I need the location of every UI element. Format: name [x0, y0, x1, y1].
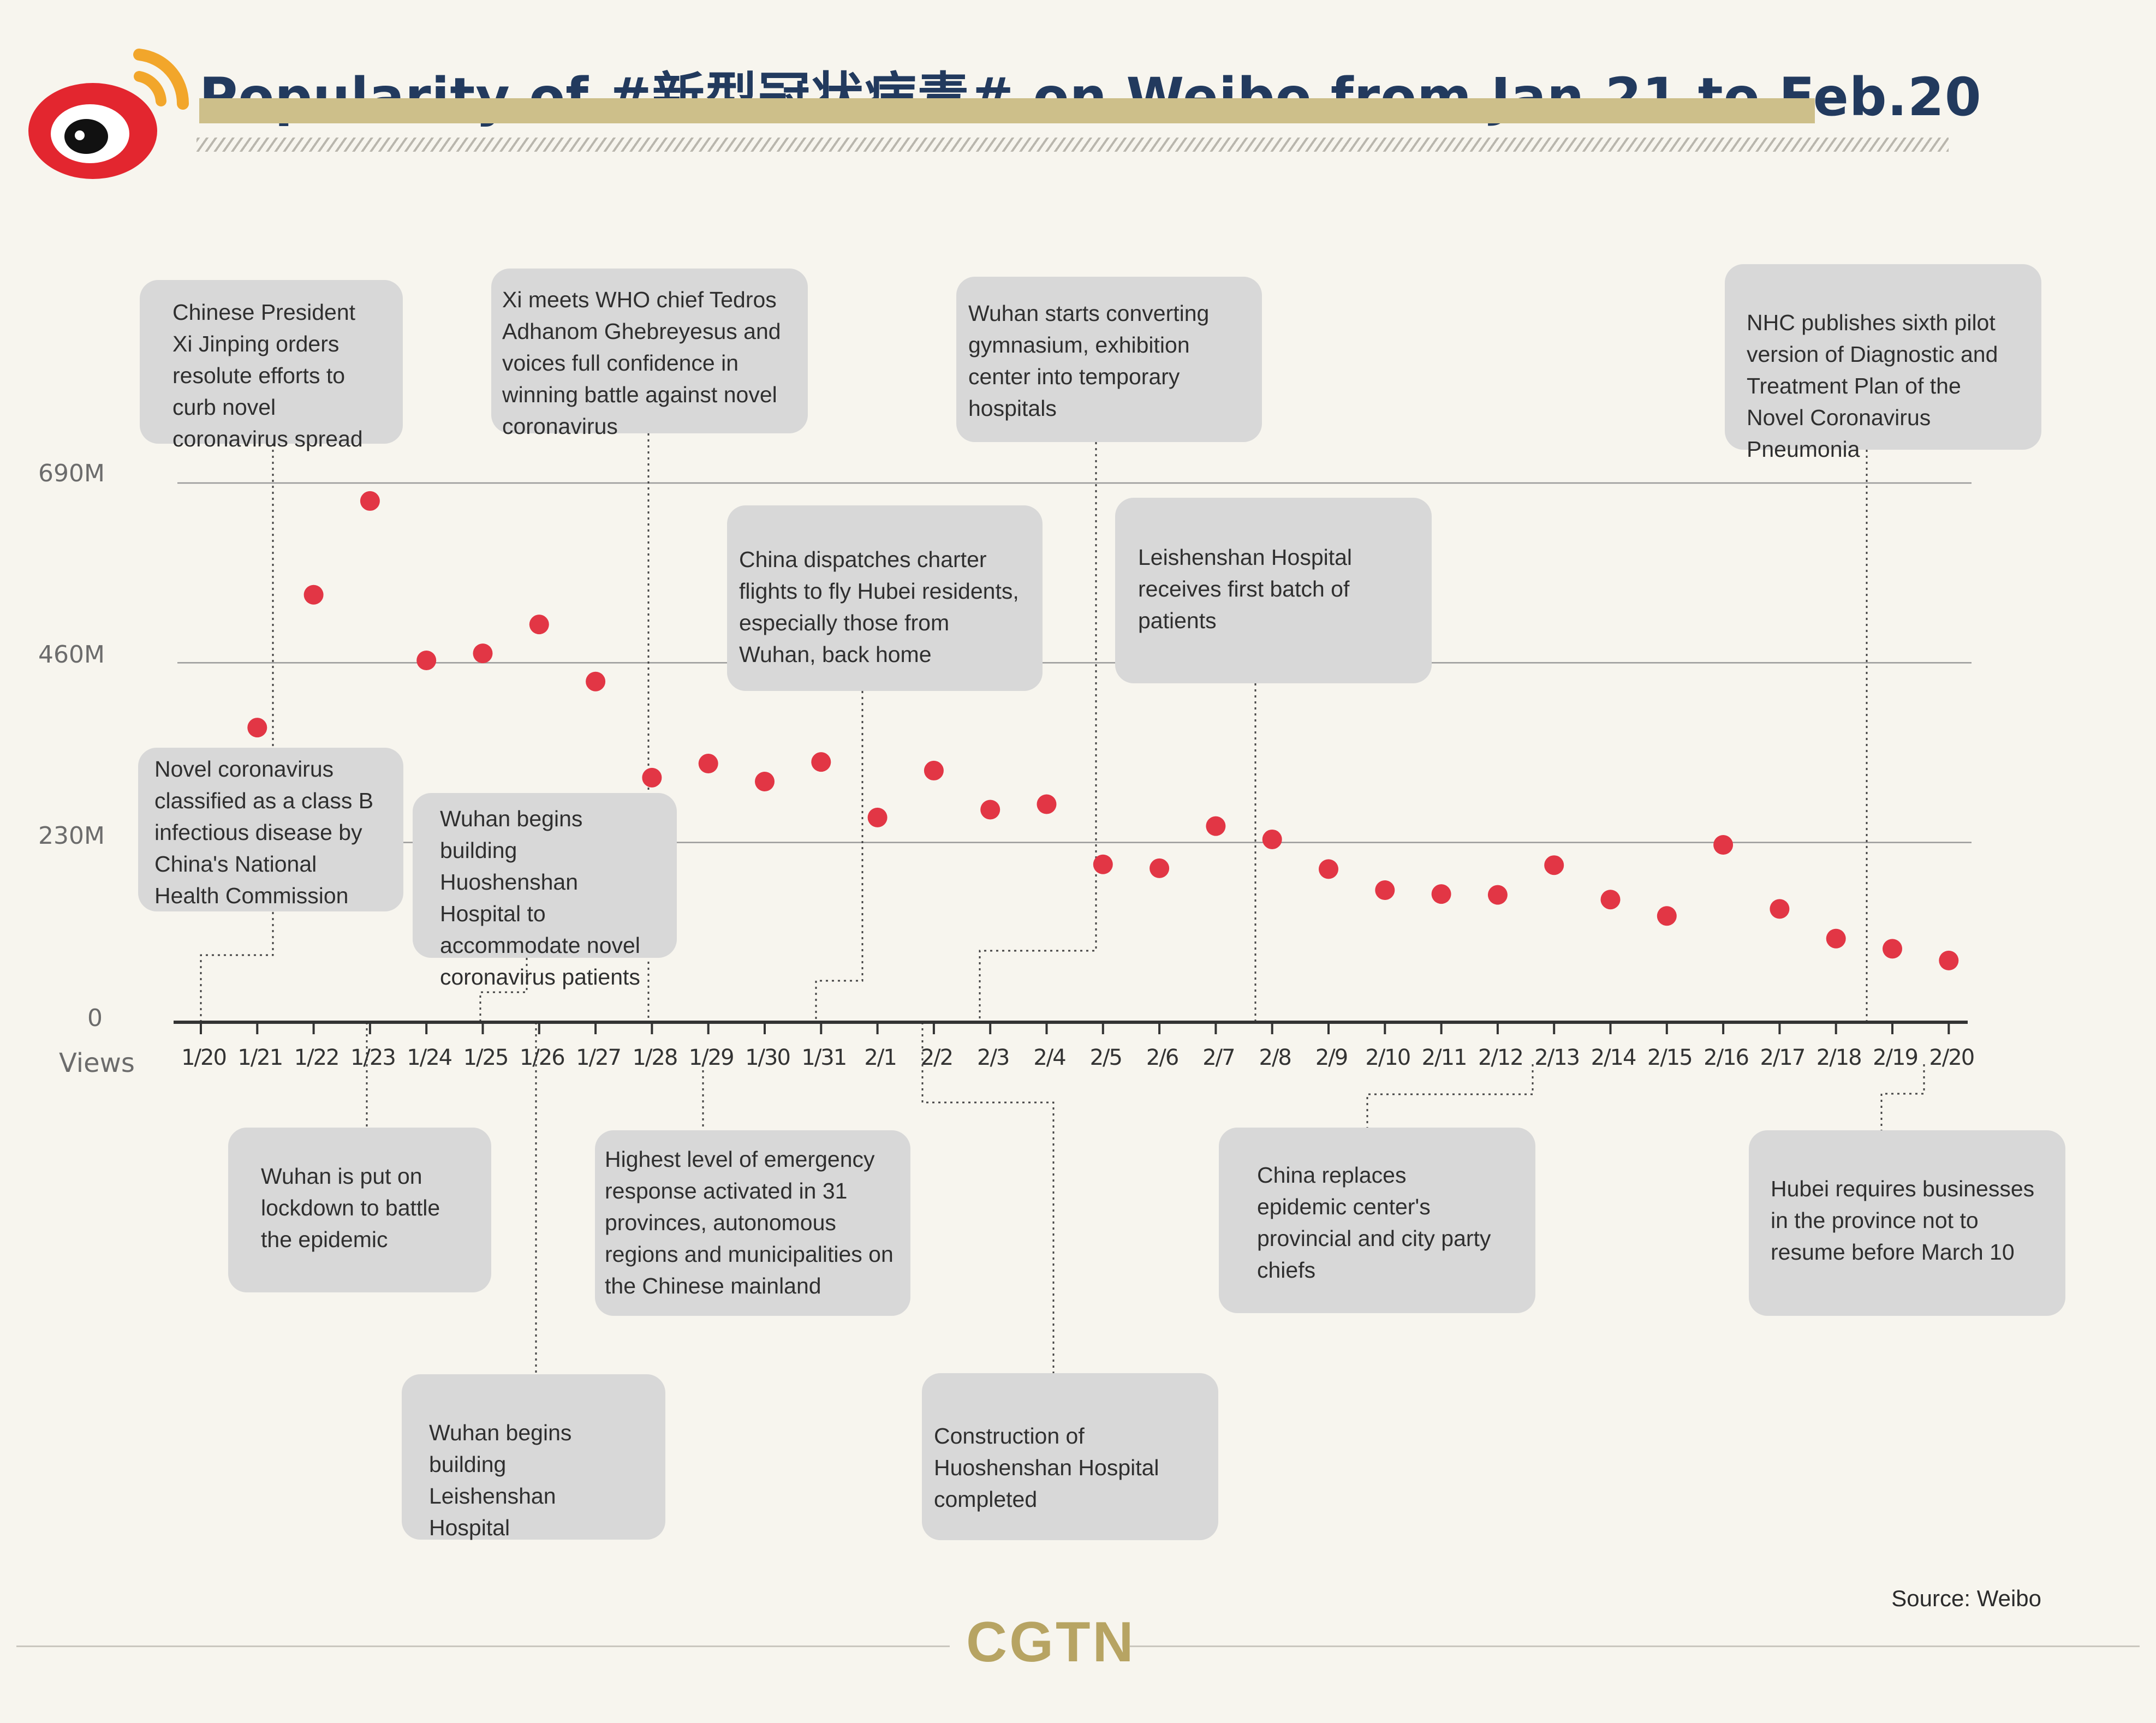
data-point: [1770, 899, 1790, 919]
data-point: [360, 491, 380, 511]
data-point: [1037, 794, 1057, 814]
data-point: [1319, 859, 1338, 879]
data-point: [473, 643, 493, 664]
note-xi-meets-who: Xi meets WHO chief Tedros Adhanom Ghebre…: [491, 269, 808, 439]
note-class-b: Novel coronavirus classified as a class …: [138, 748, 403, 911]
data-point: [1262, 829, 1282, 849]
x-tick-label: 1/23: [350, 1045, 396, 1070]
note-emergency-response: Highest level of emergency response acti…: [595, 1130, 910, 1316]
x-tick-label: 1/22: [294, 1045, 340, 1070]
x-tick-label: 1/31: [801, 1045, 847, 1070]
source-note: Source: Weibo: [1891, 1585, 2041, 1611]
annotation-leader-line: [200, 444, 274, 1022]
x-tick-label: 2/2: [920, 1045, 954, 1070]
note-xi-orders: Chinese President Xi Jinping orders reso…: [140, 280, 403, 451]
note-leishenshan-begins: Wuhan begins building Leishenshan Hospit…: [402, 1374, 665, 1540]
data-point: [1487, 885, 1508, 905]
data-point: [586, 671, 606, 691]
x-tick-label: 2/17: [1760, 1045, 1806, 1070]
note-charter-flights: China dispatches charter flights to fly …: [727, 505, 1043, 691]
x-tick-label: 2/13: [1534, 1045, 1580, 1070]
x-tick-label: 2/9: [1315, 1045, 1348, 1070]
data-point: [1600, 890, 1621, 910]
x-tick-label: 1/20: [181, 1045, 227, 1070]
x-tick-label: 2/7: [1202, 1045, 1235, 1070]
x-tick-label: 2/11: [1421, 1045, 1468, 1070]
x-tick-label: 1/25: [463, 1045, 509, 1070]
x-tick-label: 1/21: [237, 1045, 283, 1070]
x-tick-label: 1/29: [688, 1045, 735, 1070]
data-point: [642, 767, 662, 788]
data-point: [924, 760, 944, 780]
data-point: [1206, 816, 1226, 836]
x-tick-label: 2/20: [1929, 1045, 1975, 1070]
x-tick-label: 2/15: [1647, 1045, 1693, 1070]
hatch-divider: [196, 138, 1949, 152]
annotation-leader-line: [815, 691, 863, 1022]
note-nhc-plan: NHC publishes sixth pilot version of Dia…: [1725, 264, 2041, 462]
data-point: [755, 771, 775, 791]
data-point: [416, 651, 437, 671]
annotation-leader-line: [979, 442, 1097, 1022]
x-tick-label: 1/26: [519, 1045, 565, 1070]
y-tick-690m: 690M: [38, 460, 105, 487]
x-tick-label: 2/19: [1873, 1045, 1919, 1070]
data-point: [1093, 854, 1113, 874]
data-point: [811, 752, 831, 772]
x-tick-label: 2/4: [1033, 1045, 1066, 1070]
data-point: [529, 615, 549, 635]
x-tick-label: 1/24: [407, 1045, 452, 1070]
data-point: [1883, 939, 1902, 959]
data-point: [980, 800, 1000, 820]
data-point: [867, 807, 888, 827]
data-point: [1939, 950, 1959, 970]
data-point: [1544, 855, 1564, 875]
data-point: [698, 754, 718, 774]
data-point: [1713, 834, 1734, 855]
data-point: [1431, 884, 1451, 904]
annotation-leader-line: [1880, 1064, 1925, 1130]
x-tick-label: 1/30: [745, 1045, 791, 1070]
data-point: [247, 718, 267, 738]
y-tick-460m: 460M: [38, 641, 105, 669]
data-point: [303, 585, 324, 605]
x-tick-label: 2/1: [864, 1045, 897, 1070]
cgtn-logo: CGTN: [966, 1611, 1136, 1674]
note-leishenshan-patients: Leishenshan Hospital receives first batc…: [1115, 498, 1432, 683]
data-point: [1375, 880, 1395, 901]
y-axis-label: Views: [59, 1048, 135, 1078]
y-tick-230m: 230M: [38, 822, 105, 850]
data-point: [1657, 906, 1677, 926]
title-underline: [199, 98, 1815, 123]
x-tick-label: 1/27: [576, 1045, 622, 1070]
x-tick-label: 2/3: [977, 1045, 1010, 1070]
x-tick-label: 1/28: [632, 1045, 678, 1070]
x-tick-label: 2/5: [1089, 1045, 1123, 1070]
weibo-logo-icon: [28, 49, 189, 179]
data-point: [1150, 858, 1170, 878]
x-tick-label: 2/18: [1816, 1045, 1862, 1070]
footer-brand-gap: [950, 1637, 1130, 1659]
note-lockdown: Wuhan is put on lockdown to battle the e…: [228, 1128, 491, 1292]
annotation-leader-line: [921, 1022, 1055, 1373]
note-huoshenshan-completed: Construction of Huoshenshan Hospital com…: [922, 1373, 1218, 1540]
x-tick-label: 2/16: [1704, 1045, 1749, 1070]
note-temp-hospitals: Wuhan starts converting gymnasium, exhib…: [956, 277, 1262, 442]
x-tick-label: 2/12: [1478, 1045, 1524, 1070]
note-hubei-businesses: Hubei requires businesses in the provinc…: [1749, 1130, 2065, 1316]
x-tick-label: 2/14: [1591, 1045, 1637, 1070]
annotation-leader-line: [1366, 1064, 1534, 1128]
note-party-chiefs: China replaces epidemic center's provinc…: [1219, 1128, 1535, 1313]
x-tick-label: 2/6: [1146, 1045, 1179, 1070]
x-tick-label: 2/8: [1259, 1045, 1292, 1070]
note-huoshenshan-begins: Wuhan begins building Huoshenshan Hospit…: [413, 793, 677, 989]
x-tick-label: 2/10: [1365, 1045, 1411, 1070]
data-point: [1826, 928, 1846, 949]
y-tick-0: 0: [87, 1004, 103, 1032]
